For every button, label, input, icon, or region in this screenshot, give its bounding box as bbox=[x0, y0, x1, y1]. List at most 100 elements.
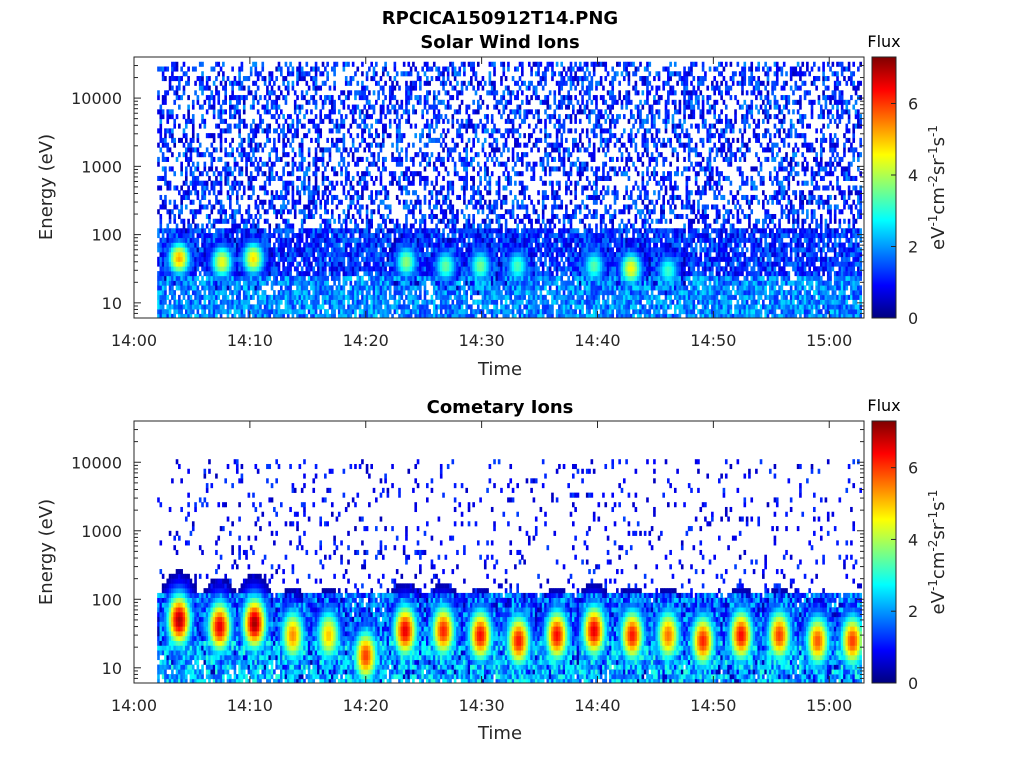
heatmap-cell bbox=[215, 290, 218, 296]
heatmap-cell bbox=[368, 247, 371, 253]
heatmap-cell bbox=[483, 271, 487, 277]
heatmap-cell bbox=[356, 133, 360, 139]
heatmap-cell bbox=[219, 299, 223, 305]
heatmap-cell bbox=[502, 185, 506, 191]
heatmap-cell bbox=[379, 290, 383, 296]
heatmap-cell bbox=[238, 271, 241, 277]
heatmap-cell bbox=[166, 280, 170, 286]
heatmap-cell bbox=[361, 313, 364, 318]
heatmap-cell bbox=[252, 237, 255, 243]
heatmap-cell bbox=[381, 133, 385, 139]
heatmap-cell bbox=[463, 256, 466, 262]
heatmap-cell bbox=[456, 171, 459, 177]
heatmap-cell bbox=[405, 271, 408, 277]
heatmap-cell bbox=[314, 71, 318, 77]
heatmap-cell bbox=[379, 199, 383, 205]
heatmap-cell bbox=[184, 233, 188, 239]
heatmap-cell bbox=[205, 261, 209, 267]
heatmap-cell bbox=[368, 128, 371, 134]
heatmap-cell bbox=[370, 294, 373, 300]
heatmap-cell bbox=[235, 294, 239, 300]
heatmap-cell bbox=[428, 199, 431, 205]
heatmap-cell bbox=[354, 309, 357, 315]
heatmap-cell bbox=[187, 261, 190, 267]
heatmap-cell bbox=[182, 304, 186, 310]
heatmap-cell bbox=[224, 175, 227, 181]
heatmap-cell bbox=[189, 294, 193, 300]
heatmap-cell bbox=[164, 133, 167, 139]
heatmap-cell bbox=[233, 156, 237, 162]
heatmap-cell bbox=[354, 261, 357, 267]
heatmap-cell bbox=[273, 175, 276, 181]
heatmap-cell bbox=[430, 209, 434, 215]
heatmap-cell bbox=[432, 128, 436, 134]
heatmap-cell bbox=[435, 228, 438, 234]
heatmap-cell bbox=[215, 199, 218, 205]
heatmap-cell bbox=[180, 285, 183, 291]
heatmap-cell bbox=[164, 237, 167, 243]
heatmap-cell bbox=[187, 80, 190, 86]
heatmap-cell bbox=[386, 252, 390, 258]
heatmap-cell bbox=[439, 99, 443, 105]
heatmap-cell bbox=[203, 180, 207, 186]
heatmap-cell bbox=[171, 319, 174, 324]
heatmap-cell bbox=[365, 213, 369, 220]
heatmap-cell bbox=[300, 275, 304, 281]
heatmap-cell bbox=[203, 280, 207, 286]
heatmap-cell bbox=[242, 252, 246, 258]
heatmap-cell bbox=[368, 66, 371, 72]
heatmap-cell bbox=[439, 185, 443, 191]
heatmap-cell bbox=[368, 290, 371, 296]
heatmap-cell bbox=[247, 261, 251, 267]
heatmap-cell bbox=[400, 290, 404, 296]
heatmap-cell bbox=[282, 247, 285, 253]
heatmap-cell bbox=[203, 271, 207, 277]
heatmap-cell bbox=[229, 95, 232, 101]
heatmap-cell bbox=[409, 171, 413, 177]
heatmap-cell bbox=[215, 76, 218, 82]
heatmap-cell bbox=[196, 256, 200, 262]
heatmap-cell bbox=[238, 85, 241, 91]
heatmap-cell bbox=[402, 261, 406, 267]
heatmap-cell bbox=[439, 304, 443, 310]
heatmap-cell bbox=[423, 271, 427, 277]
heatmap-cell bbox=[330, 266, 334, 272]
heatmap-cell bbox=[495, 261, 499, 267]
heatmap-cell bbox=[182, 190, 186, 196]
heatmap-cell bbox=[328, 223, 332, 229]
heatmap-cell bbox=[400, 275, 404, 281]
heatmap-cell bbox=[231, 237, 234, 243]
heatmap-cell bbox=[446, 261, 450, 267]
heatmap-cell bbox=[490, 133, 494, 139]
heatmap-cell bbox=[198, 180, 202, 186]
heatmap-cell bbox=[312, 294, 316, 300]
heatmap-cell bbox=[416, 285, 420, 291]
heatmap-cell bbox=[342, 185, 346, 191]
heatmap-cell bbox=[395, 180, 399, 186]
heatmap-cell bbox=[363, 185, 367, 191]
heatmap-cell bbox=[291, 123, 295, 129]
heatmap-cell bbox=[493, 290, 496, 296]
heatmap-cell bbox=[337, 280, 341, 286]
heatmap-cell bbox=[224, 118, 227, 124]
heatmap-cell bbox=[229, 280, 232, 286]
heatmap-cell bbox=[358, 252, 362, 258]
heatmap-cell bbox=[377, 209, 380, 215]
heatmap-cell bbox=[361, 90, 364, 96]
heatmap-cell bbox=[254, 304, 258, 310]
heatmap-cell bbox=[444, 299, 448, 305]
heatmap-cell bbox=[388, 266, 392, 272]
heatmap-cell bbox=[407, 256, 411, 262]
heatmap-cell bbox=[224, 128, 227, 134]
heatmap-cell bbox=[278, 319, 281, 324]
heatmap-cell bbox=[507, 252, 510, 258]
heatmap-cell bbox=[465, 156, 469, 162]
heatmap-cell bbox=[201, 204, 204, 210]
heatmap-cell bbox=[472, 242, 475, 248]
heatmap-cell bbox=[446, 290, 450, 296]
heatmap-cell bbox=[314, 128, 318, 134]
heatmap-cell bbox=[409, 275, 413, 281]
heatmap-cell bbox=[391, 271, 394, 277]
heatmap-cell bbox=[268, 309, 272, 315]
heatmap-cell bbox=[500, 261, 503, 267]
